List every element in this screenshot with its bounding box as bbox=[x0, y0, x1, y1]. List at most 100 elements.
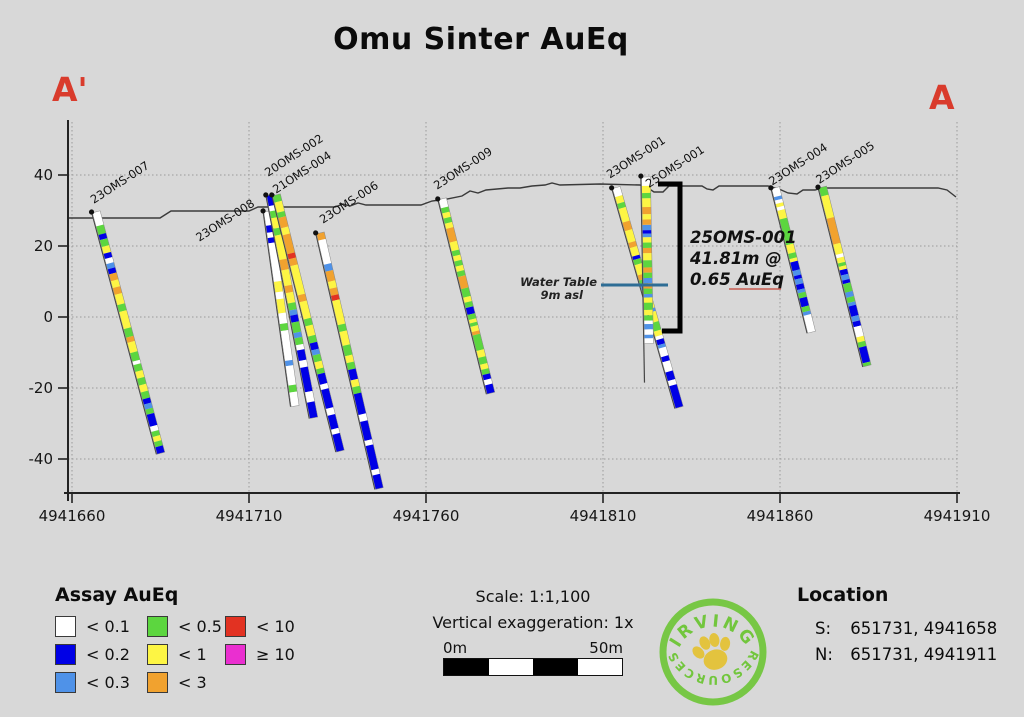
assay-interval bbox=[300, 366, 313, 393]
assay-interval bbox=[643, 315, 654, 321]
scale-bar-left-label: 0m bbox=[443, 639, 468, 657]
intercept-grade: 0.65 AuEq bbox=[690, 270, 784, 289]
legend-label: < 10 bbox=[256, 616, 295, 636]
assay-interval bbox=[311, 348, 321, 356]
x-tick-label: 4941660 bbox=[39, 507, 106, 525]
assay-interval bbox=[468, 318, 478, 324]
assay-interval bbox=[641, 185, 651, 194]
vertical-exaggeration-text: Vertical exaggeration: 1x bbox=[432, 613, 634, 632]
assay-interval bbox=[614, 194, 625, 205]
assay-interval bbox=[642, 253, 652, 261]
assay-interval bbox=[643, 288, 653, 295]
assay-interval bbox=[632, 254, 641, 261]
collar-dot bbox=[263, 192, 269, 198]
location-north-value: 651731, 4941911 bbox=[850, 645, 998, 664]
drillhole-23OMS-008 bbox=[260, 208, 300, 407]
location-north-label: N: bbox=[815, 645, 833, 664]
cross-section-chart: 23OMS-007 23OMS-008 20OMS-002 21OMS-004 23OM… bbox=[29, 120, 990, 525]
assay-interval bbox=[839, 268, 849, 276]
assay-interval bbox=[442, 211, 452, 219]
assay-interval bbox=[279, 322, 289, 332]
drillhole-23OMS-006 bbox=[313, 230, 384, 490]
scale-box: Scale: 1:1,100 Vertical exaggeration: 1x… bbox=[408, 584, 658, 676]
assay-interval bbox=[132, 359, 141, 366]
assay-interval bbox=[667, 378, 677, 387]
assay-interval bbox=[642, 230, 652, 234]
collar-dot bbox=[435, 196, 441, 202]
assay-interval bbox=[792, 269, 802, 277]
assay-interval bbox=[344, 354, 355, 364]
legend-swatch bbox=[55, 671, 76, 693]
legend-item: < 0.2 bbox=[55, 640, 147, 668]
assay-interval bbox=[457, 275, 469, 290]
assay-interval bbox=[351, 385, 362, 395]
water-table-label: Water Table bbox=[520, 275, 597, 289]
assay-interval bbox=[280, 226, 291, 236]
scale-bar-cells bbox=[443, 658, 623, 676]
assay-interval bbox=[785, 243, 796, 255]
assay-interval bbox=[155, 445, 165, 455]
legend-item: < 3 bbox=[147, 668, 225, 696]
assay-interval bbox=[274, 234, 287, 261]
assay-interval bbox=[857, 340, 867, 348]
assay-interval bbox=[330, 294, 340, 302]
assay-interval bbox=[96, 224, 107, 236]
assay-interval bbox=[149, 424, 159, 433]
assay-interval bbox=[299, 300, 312, 320]
scale-bar-cell bbox=[444, 659, 489, 675]
assay-interval bbox=[103, 251, 113, 260]
legend-item: < 0.1 bbox=[55, 612, 147, 640]
legend-item: < 10 bbox=[225, 612, 325, 640]
assay-interval bbox=[632, 257, 643, 266]
assay-interval bbox=[279, 258, 289, 271]
assay-interval bbox=[642, 247, 652, 254]
legend-swatch bbox=[55, 643, 76, 665]
assay-interval bbox=[289, 391, 300, 407]
intercept-hole-name: 25OMS-001 bbox=[690, 228, 797, 247]
assay-interval bbox=[133, 363, 143, 373]
assay-interval bbox=[293, 331, 303, 339]
assay-interval bbox=[110, 279, 121, 289]
section-svg: 23OMS-00723OMS-00820OMS-00221OMS-00423OM… bbox=[29, 120, 990, 525]
assay-interval bbox=[840, 273, 850, 281]
x-tick-label: 4941860 bbox=[747, 507, 814, 525]
assay-interval bbox=[294, 336, 304, 346]
drillhole-trace bbox=[91, 212, 158, 455]
legend-label: < 0.3 bbox=[86, 672, 130, 692]
assay-interval bbox=[456, 270, 466, 278]
assay-strip-outline bbox=[438, 197, 496, 395]
assay-interval bbox=[820, 194, 835, 219]
assay-interval bbox=[465, 306, 476, 316]
assay-interval bbox=[273, 280, 284, 293]
assay-interval bbox=[846, 296, 856, 304]
assay-interval bbox=[306, 401, 318, 419]
assay-interval bbox=[483, 378, 493, 386]
assay-interval bbox=[136, 376, 147, 386]
assay-interval bbox=[117, 303, 127, 313]
assay-interval bbox=[295, 343, 305, 351]
assay-interval bbox=[482, 373, 492, 381]
y-tick-label: -40 bbox=[29, 450, 54, 468]
assay-interval bbox=[325, 407, 336, 416]
assay-interval bbox=[773, 195, 783, 201]
assay-interval bbox=[793, 274, 803, 280]
assay-interval bbox=[838, 265, 848, 271]
assay-interval bbox=[98, 232, 108, 241]
assay-interval bbox=[779, 217, 794, 246]
assay-interval bbox=[643, 297, 653, 303]
assay-interval bbox=[125, 335, 135, 343]
assay-interval bbox=[372, 473, 384, 490]
assay-strip-outline bbox=[92, 210, 166, 455]
assay-interval bbox=[774, 198, 784, 205]
assay-interval bbox=[470, 325, 480, 333]
assay-interval bbox=[314, 360, 324, 370]
legend-label: ≥ 10 bbox=[256, 644, 295, 664]
assay-interval bbox=[315, 367, 325, 375]
assay-interval bbox=[802, 310, 812, 316]
assay-interval bbox=[658, 346, 669, 358]
assay-interval bbox=[123, 327, 134, 338]
assay-interval bbox=[452, 254, 462, 262]
assay-interval bbox=[318, 238, 332, 265]
assay-interval bbox=[285, 365, 297, 386]
